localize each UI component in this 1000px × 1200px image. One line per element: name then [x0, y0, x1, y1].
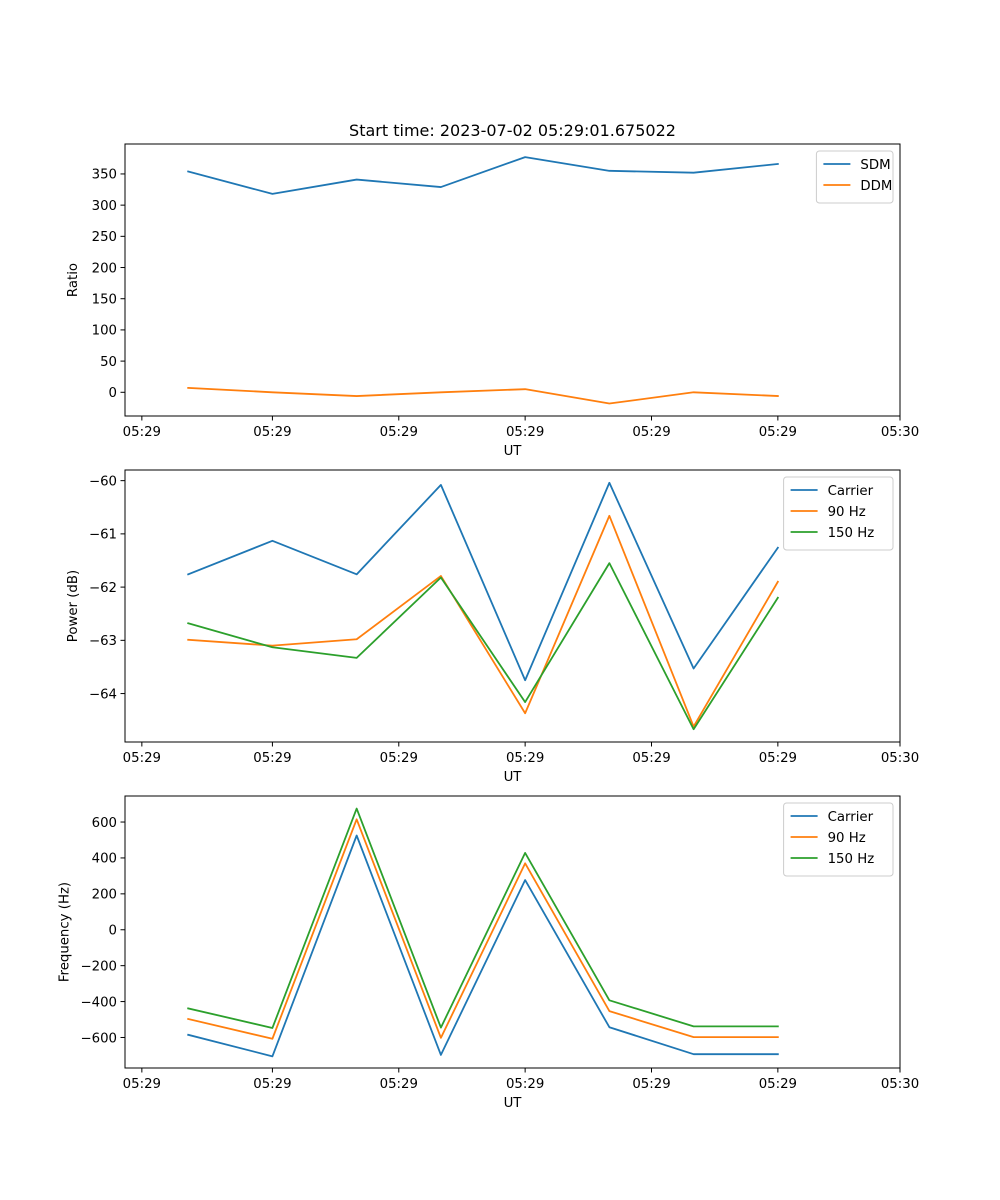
frequency-series-90-hz-line [187, 818, 779, 1040]
power-legend-label-carrier: Carrier [828, 484, 874, 499]
ratio-x-tick-label: 05:29 [759, 425, 797, 440]
power-y-tick-label: −61 [89, 528, 117, 543]
power-x-tick-label: 05:30 [881, 751, 919, 766]
power-x-axis-label: UT [504, 770, 523, 785]
power-plot-frame [124, 469, 901, 743]
ratio-y-tick-label: 100 [92, 324, 117, 339]
frequency-x-tick-label: 05:29 [759, 1077, 797, 1092]
ratio-y-tick-label: 150 [92, 293, 117, 308]
frequency-y-axis-label: Frequency (Hz) [57, 882, 72, 982]
ratio-y-axis-label: Ratio [66, 263, 81, 297]
frequency-series-carrier-line [187, 834, 779, 1058]
ratio-x-tick-label: 05:29 [380, 425, 418, 440]
ratio-x-axis-label: UT [504, 444, 523, 459]
power-y-tick-label: −64 [89, 687, 117, 702]
power-legend-label-150-hz: 150 Hz [828, 526, 875, 541]
frequency-x-tick-label: 05:29 [632, 1077, 670, 1092]
chart-title: Start time: 2023-07-02 05:29:01.675022 [349, 121, 676, 140]
frequency-legend-label-150-hz: 150 Hz [828, 852, 875, 867]
frequency-y-tick-label: 400 [92, 852, 117, 867]
ratio-legend: SDM DDM [815, 150, 894, 204]
frequency-x-tick-label: 05:30 [881, 1077, 919, 1092]
ratio-x-tick-label: 05:30 [881, 425, 919, 440]
power-y-tick-label: −62 [89, 581, 117, 596]
frequency-x-tick-label: 05:29 [123, 1077, 161, 1092]
ratio-y-tick-label: 300 [92, 199, 117, 214]
ratio-legend-label-sdm: SDM [860, 158, 890, 173]
ratio-y-tick-label: 350 [92, 168, 117, 183]
frequency-plot-frame [124, 795, 901, 1069]
ratio-y-tick-label: 200 [92, 261, 117, 276]
ratio-chart: 05:29 05:29 05:29 05:29 05:29 05:29 05:30 0 50 10… [66, 143, 919, 459]
frequency-x-tick-label: 05:29 [506, 1077, 544, 1092]
frequency-legend-label-90-hz: 90 Hz [828, 831, 866, 846]
frequency-y-tick-label: −600 [80, 1031, 117, 1046]
power-legend-label-90-hz: 90 Hz [828, 505, 866, 520]
power-x-tick-label: 05:29 [253, 751, 291, 766]
frequency-y-tick-label: −400 [80, 995, 117, 1010]
power-x-tick-label: 05:29 [380, 751, 418, 766]
power-series-carrier-line [187, 481, 780, 682]
ratio-x-tick-label: 05:29 [632, 425, 670, 440]
ratio-series-ddm-line [187, 386, 779, 405]
power-x-tick-label: 05:29 [506, 751, 544, 766]
frequency-y-tick-label: 200 [92, 888, 117, 903]
ratio-series-sdm-line [187, 156, 779, 195]
power-y-tick-label: −63 [89, 634, 117, 649]
frequency-y-tick-label: 0 [109, 924, 117, 939]
frequency-x-axis-label: UT [504, 1096, 523, 1111]
power-series-90-hz-line [187, 514, 780, 728]
power-x-tick-label: 05:29 [123, 751, 161, 766]
frequency-y-tick-label: 600 [92, 816, 117, 831]
frequency-x-tick-label: 05:29 [253, 1077, 291, 1092]
frequency-x-tick-label: 05:29 [380, 1077, 418, 1092]
power-x-tick-label: 05:29 [759, 751, 797, 766]
ratio-y-tick-label: 50 [100, 355, 117, 370]
ratio-y-tick-label: 0 [109, 386, 117, 401]
power-x-tick-label: 05:29 [632, 751, 670, 766]
frequency-legend: Carrier 90 Hz 150 Hz [783, 802, 894, 877]
power-chart: 05:29 05:29 05:29 05:29 05:29 05:29 05:30 −64 −6… [66, 469, 919, 785]
ratio-plot-frame [124, 143, 901, 417]
ratio-legend-label-ddm: DDM [860, 179, 892, 194]
ratio-x-tick-label: 05:29 [253, 425, 291, 440]
frequency-y-tick-label: −200 [80, 959, 117, 974]
power-y-axis-label: Power (dB) [66, 570, 81, 642]
power-legend: Carrier 90 Hz 150 Hz [783, 476, 894, 551]
ratio-x-tick-label: 05:29 [506, 425, 544, 440]
ratio-y-tick-label: 250 [92, 230, 117, 245]
ratio-x-tick-label: 05:29 [123, 425, 161, 440]
power-series-150-hz-line [187, 562, 780, 731]
frequency-chart: 05:29 05:29 05:29 05:29 05:29 05:29 05:30 −600 −… [57, 795, 919, 1111]
power-y-tick-label: −60 [89, 474, 117, 489]
frequency-legend-label-carrier: Carrier [828, 810, 874, 825]
frequency-series-150-hz-line [187, 807, 779, 1029]
